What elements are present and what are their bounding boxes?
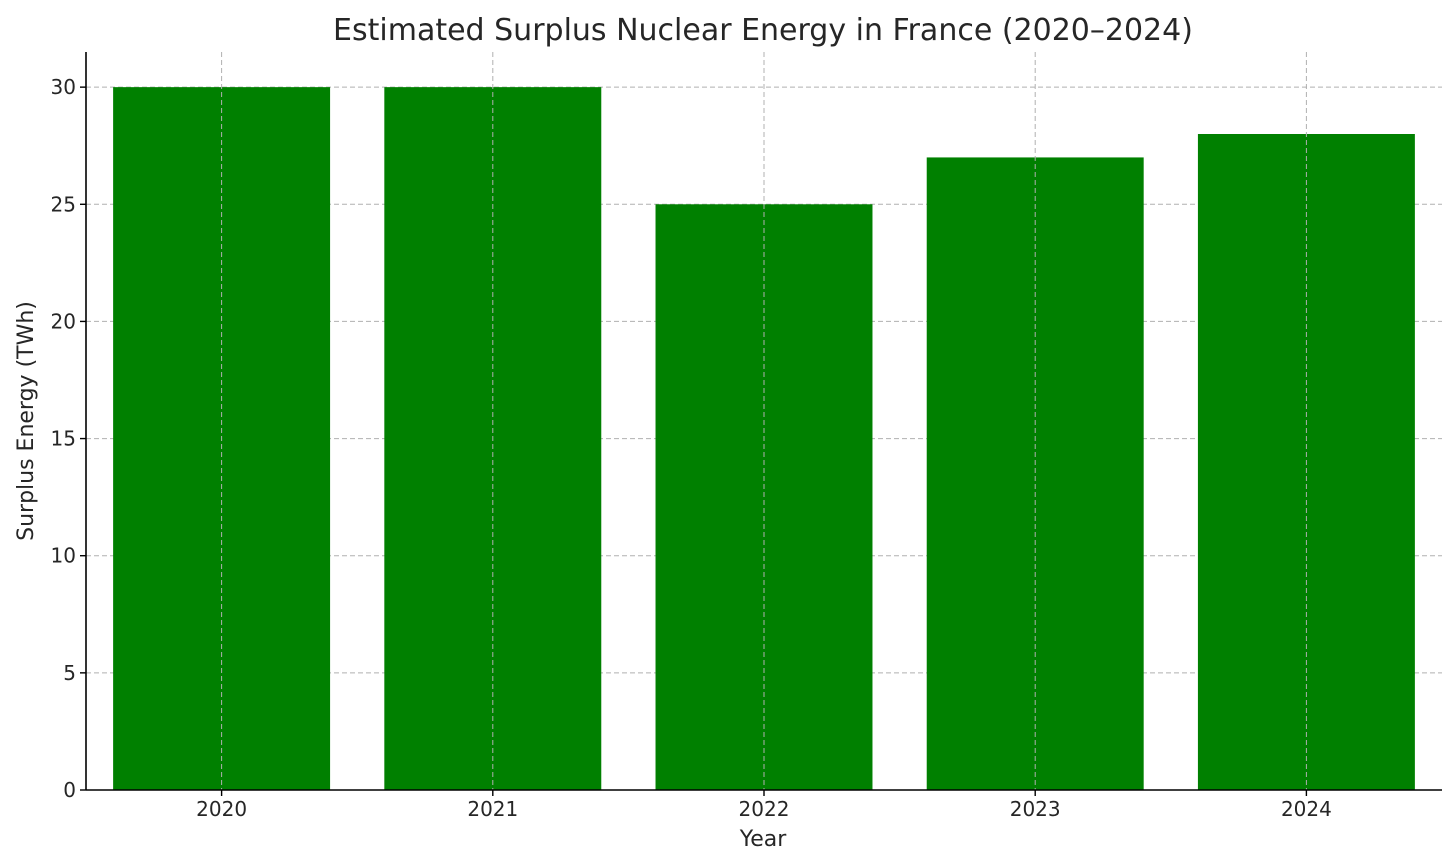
y-tick-label: 25 <box>51 192 76 216</box>
ticks: 0 5 10 15 20 25 30 2020 2021 2022 2023 2024 <box>51 75 1332 821</box>
y-tick-label: 30 <box>51 75 76 99</box>
vertical-grid <box>221 52 1307 790</box>
x-axis-label: Year <box>739 827 788 852</box>
x-tick-label: 2024 <box>1281 797 1332 821</box>
x-tick-label: 2021 <box>467 797 518 821</box>
y-axis-label: Surplus Energy (TWh) <box>14 301 39 541</box>
y-tick-label: 5 <box>63 661 76 685</box>
y-tick-label: 10 <box>51 544 76 568</box>
x-tick-label: 2023 <box>1010 797 1061 821</box>
x-tick-label: 2020 <box>196 797 247 821</box>
y-tick-label: 0 <box>63 778 76 802</box>
chart-title: Estimated Surplus Nuclear Energy in Fran… <box>333 13 1193 48</box>
y-tick-label: 15 <box>51 427 76 451</box>
x-tick-label: 2022 <box>739 797 790 821</box>
y-tick-label: 20 <box>51 309 76 333</box>
